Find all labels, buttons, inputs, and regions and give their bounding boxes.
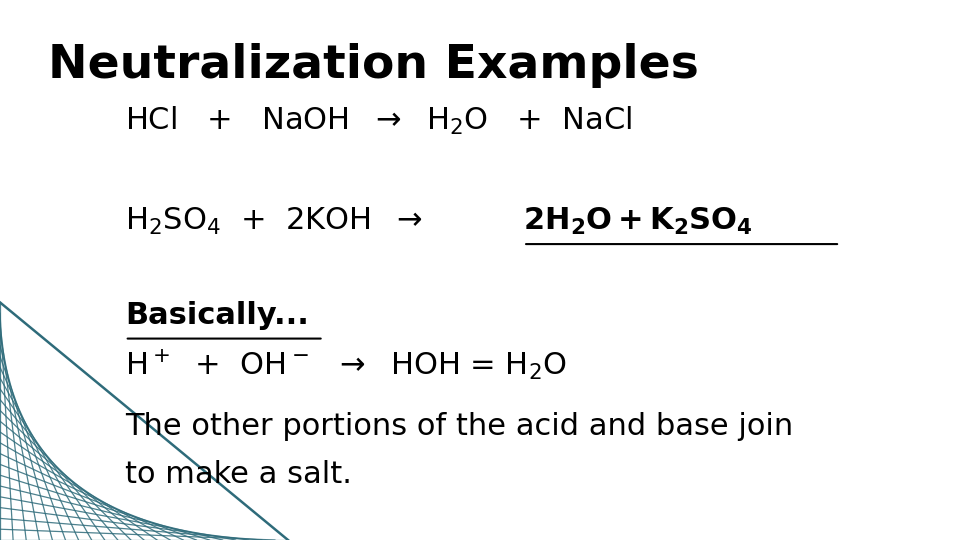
Text: HCl   +   NaOH  $\rightarrow$  H$_2$O   +  NaCl: HCl + NaOH $\rightarrow$ H$_2$O + NaCl (125, 105, 632, 137)
Text: $\mathbf{2H_2O + K_2SO_4}$: $\mathbf{2H_2O + K_2SO_4}$ (523, 206, 753, 237)
Text: H$_2$SO$_4$  +  2KOH  $\rightarrow$: H$_2$SO$_4$ + 2KOH $\rightarrow$ (125, 206, 440, 237)
Text: The other portions of the acid and base join: The other portions of the acid and base … (125, 411, 793, 441)
Text: Neutralization Examples: Neutralization Examples (48, 43, 699, 88)
Text: to make a salt.: to make a salt. (125, 460, 351, 489)
Text: Basically...: Basically... (125, 301, 309, 330)
Text: H$^+$  +  OH$^-$  $\rightarrow$  HOH = H$_2$O: H$^+$ + OH$^-$ $\rightarrow$ HOH = H$_2$… (125, 348, 566, 382)
